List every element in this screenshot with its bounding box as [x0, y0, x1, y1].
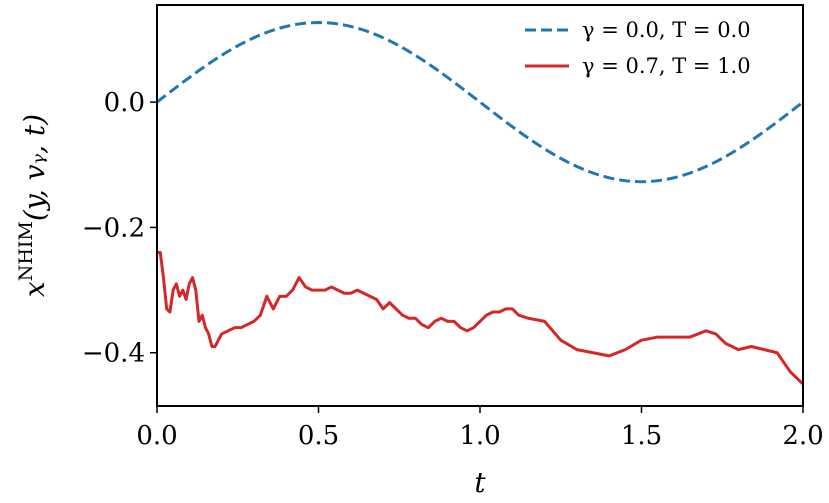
series-layer [156, 21, 805, 386]
plot-frame [156, 4, 804, 407]
legend-label-series-0: γ = 0.0, T = 0.0 [582, 18, 751, 42]
x-tick-label: 1.5 [621, 421, 662, 451]
x-tick-label: 0.0 [136, 421, 177, 451]
y-axis-label: xNHIM(y, vᵧ, t) [15, 114, 51, 297]
x-tick-label: 1.0 [459, 421, 500, 451]
series-line-1 [157, 250, 805, 386]
legend-label-series-1: γ = 0.7, T = 1.0 [582, 54, 751, 78]
y-tick-label: 0.0 [104, 88, 145, 118]
x-axis-label: t [474, 466, 486, 499]
y-tick-label: −0.2 [82, 213, 145, 243]
x-tick-label: 2.0 [782, 421, 823, 451]
y-tick-label: −0.4 [82, 339, 145, 369]
legend: γ = 0.0, T = 0.0 γ = 0.7, T = 1.0 [515, 12, 798, 82]
legend-background [515, 12, 798, 82]
series-line-0 [156, 21, 804, 184]
ticks: 0.0 0.5 1.0 1.5 2.0 0.0 −0.2 −0.4 [82, 88, 824, 451]
x-tick-label: 0.5 [298, 421, 339, 451]
